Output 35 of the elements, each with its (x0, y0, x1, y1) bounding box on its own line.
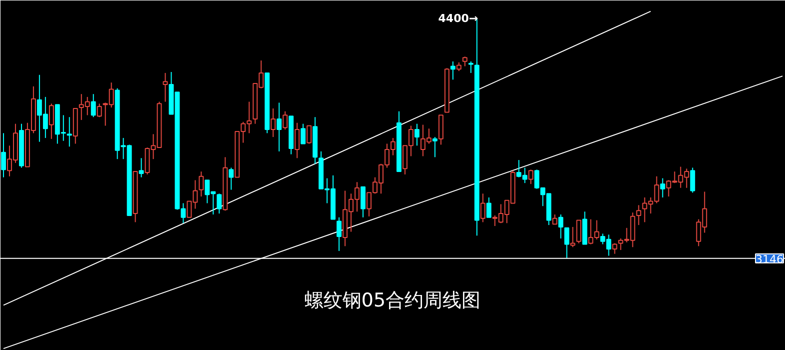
candlestick (270, 108, 276, 138)
candlestick (336, 216, 342, 252)
candlestick (552, 214, 558, 225)
candlestick (636, 204, 642, 226)
candlestick (414, 123, 420, 146)
candlestick (48, 103, 54, 140)
candlestick (564, 227, 570, 259)
candlestick (228, 167, 234, 190)
candlestick (462, 56, 468, 67)
candlestick (306, 125, 312, 144)
candlestick (294, 122, 300, 159)
candlestick (486, 196, 492, 218)
candlestick (660, 178, 666, 198)
candlestick (90, 94, 96, 118)
candlestick (438, 114, 444, 146)
candlestick (450, 60, 456, 80)
candlestick (480, 193, 486, 223)
candlestick (300, 123, 306, 144)
candlestick (576, 220, 582, 244)
candlestick (276, 102, 282, 152)
candlestick (528, 169, 534, 185)
candlestick (468, 60, 474, 74)
candlestick (66, 116, 72, 148)
candlestick (690, 167, 696, 194)
candlestick (96, 103, 102, 118)
candlestick (162, 72, 168, 102)
candlestick (432, 136, 438, 158)
text: 螺纹钢05合约周线图 (304, 290, 481, 312)
candlestick (138, 158, 144, 178)
candlestick (216, 193, 222, 214)
annotation: 4400→ (438, 12, 478, 25)
candlestick (360, 186, 366, 218)
candlestick (282, 110, 288, 130)
candlestick (1, 132, 6, 178)
candlestick (558, 214, 564, 239)
